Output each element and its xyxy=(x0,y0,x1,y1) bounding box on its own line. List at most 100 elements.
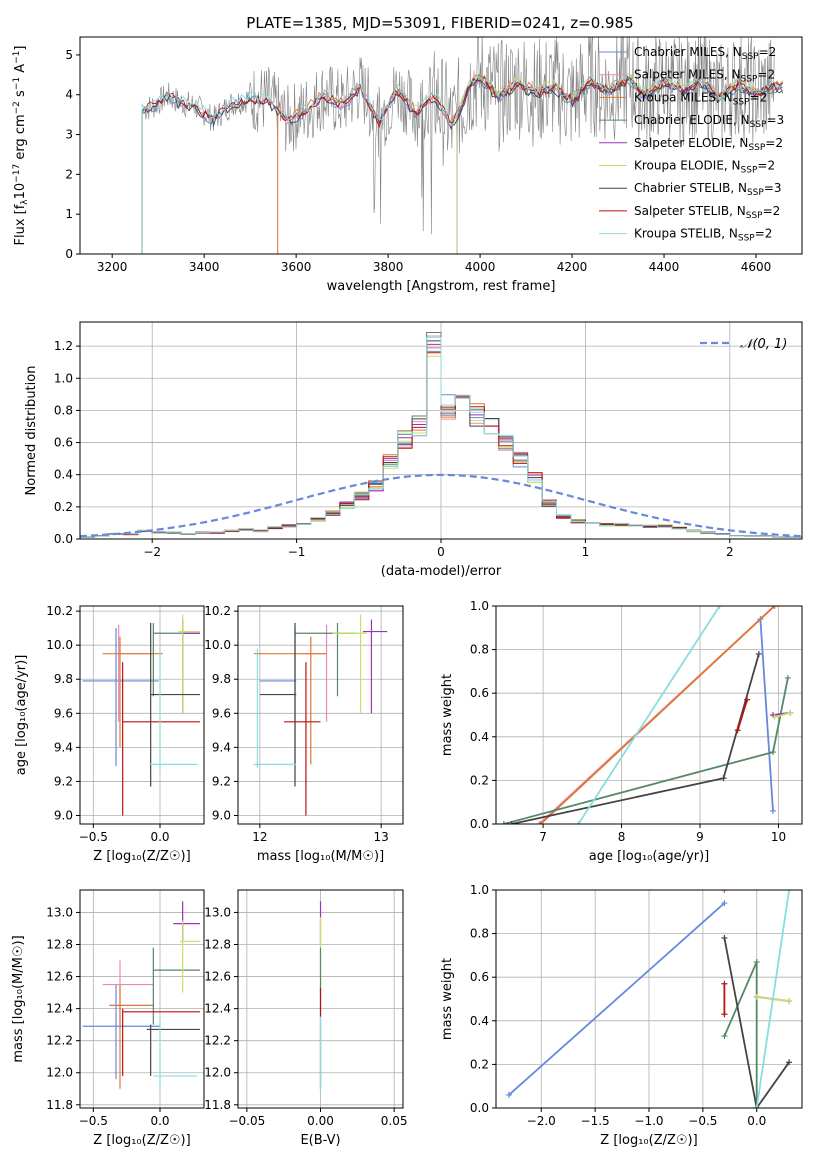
y-tick-label: 5 xyxy=(65,48,73,62)
errorbar-point xyxy=(362,619,388,714)
weight-marker xyxy=(786,998,793,1005)
x-tick-label: 3200 xyxy=(97,260,128,274)
errorbar-point xyxy=(146,1024,200,1076)
plot-area xyxy=(500,606,794,824)
x-tick-label: 3800 xyxy=(373,260,404,274)
weight-marker xyxy=(744,696,751,703)
x-tick-label: 1 xyxy=(582,545,590,559)
y-tick-label: 13.0 xyxy=(46,905,73,919)
y-tick-label: 1.0 xyxy=(470,599,489,613)
weight-marker xyxy=(771,606,778,609)
x-axis-label: wavelength [Angstrom, rest frame] xyxy=(327,279,556,294)
legend-entry: Chabrier ELODIE, NSSP=3 xyxy=(599,113,784,130)
y-tick-label: 0.0 xyxy=(470,1101,489,1115)
y-tick-label: 9.4 xyxy=(212,740,231,754)
y-tick-label: 0.4 xyxy=(470,730,489,744)
weight-marker xyxy=(536,821,543,824)
x-tick-label: −1.0 xyxy=(634,1114,663,1128)
y-tick-label: 0.8 xyxy=(470,927,489,941)
weight-marker xyxy=(771,714,778,721)
weight-line-kroupa-stelib xyxy=(755,890,790,1108)
y-tick-label: 0.0 xyxy=(470,817,489,831)
y-tick-label: 2 xyxy=(65,167,73,181)
axes-frame xyxy=(79,36,803,255)
y-tick-label: 0.4 xyxy=(54,468,73,482)
y-tick-label: 10.2 xyxy=(204,604,231,618)
y-tick-label: 13.0 xyxy=(204,905,231,919)
weight-marker xyxy=(537,821,544,824)
y-axis-label: mass weight xyxy=(440,674,455,756)
y-tick-label: 0.2 xyxy=(54,500,73,514)
y-tick-label: 9.0 xyxy=(54,808,73,822)
y-axis-label: mass weight xyxy=(440,958,455,1040)
x-tick-label: 3400 xyxy=(189,260,220,274)
axes-frame xyxy=(495,889,803,1109)
y-tick-label: 12.4 xyxy=(204,1002,231,1016)
x-tick-label: 9 xyxy=(696,830,704,844)
spectrum-panel: 3200 3400 3600 3800 4000 4200 4400 4600 0 1 2 3 4 5 wa… xyxy=(12,36,803,294)
y-tick-label: 0 xyxy=(65,247,73,261)
weight-marker xyxy=(721,890,728,893)
weight-marker xyxy=(753,1105,760,1108)
errorbar-point xyxy=(109,984,154,1089)
legend-entry: Kroupa MILES, NSSP=2 xyxy=(599,90,767,107)
y-tick-label: 0.8 xyxy=(54,403,73,417)
figure-title: PLATE=1385, MJD=53091, FIBERID=0241, z=0… xyxy=(246,14,633,32)
x-tick-label: 0.00 xyxy=(307,1114,334,1128)
y-tick-label: 12.8 xyxy=(46,938,73,952)
y-tick-label: 1.0 xyxy=(54,371,73,385)
axes-frame xyxy=(495,605,803,825)
y-axis-label: Flux [fλ10−17 erg cm−2 s−1 A−1] xyxy=(12,46,30,246)
x-tick-label: 2 xyxy=(726,545,734,559)
weight-marker xyxy=(508,821,515,824)
errorbar-point xyxy=(82,628,159,767)
y-tick-label: 12.4 xyxy=(46,1002,73,1016)
weight-marker xyxy=(753,993,760,1000)
weight-marker xyxy=(769,749,776,756)
x-tick-label: −1 xyxy=(288,545,306,559)
errorbar-point xyxy=(253,636,327,765)
x-tick-label: 4400 xyxy=(649,260,680,274)
errorbar-point xyxy=(332,614,367,714)
y-tick-label: 12.6 xyxy=(204,970,231,984)
errorbar-point xyxy=(82,984,160,1080)
y-tick-label: 0.8 xyxy=(470,643,489,657)
spectrum-plot-area xyxy=(80,37,784,254)
legend-entry: Salpeter MILES, NSSP=2 xyxy=(599,68,775,85)
weight-marker xyxy=(734,727,741,734)
y-tick-label: 11.8 xyxy=(46,1098,73,1112)
y-tick-label: 4 xyxy=(65,88,73,102)
x-tick-label: 0.0 xyxy=(747,1114,766,1128)
legend-label: Kroupa STELIB, NSSP=2 xyxy=(634,227,772,244)
weight-marker xyxy=(721,1033,728,1040)
y-tick-label: 3 xyxy=(65,128,73,142)
weight-marker xyxy=(716,606,723,609)
legend-label: 𝒩(0, 1) xyxy=(740,337,787,352)
model-line-kroupa-stelib xyxy=(80,73,783,254)
x-tick-label: −0.5 xyxy=(79,1114,108,1128)
legend-label: Chabrier MILES, NSSP=2 xyxy=(634,45,776,62)
x-axis-label: (data-model)/error xyxy=(381,564,502,579)
y-tick-label: 0.6 xyxy=(470,686,489,700)
y-tick-label: 0.6 xyxy=(54,436,73,450)
y-tick-label: 0.2 xyxy=(470,1057,489,1071)
weight-marker xyxy=(500,821,507,824)
weight-marker xyxy=(721,934,728,941)
x-tick-label: −2.0 xyxy=(527,1114,556,1128)
weight-line-chabrier-miles xyxy=(759,619,774,811)
errorbar-point xyxy=(122,662,200,816)
x-axis-label: E(B-V) xyxy=(300,1133,340,1148)
errorbar-point xyxy=(284,662,321,816)
weight-marker xyxy=(721,980,728,987)
errorbar-point xyxy=(153,1016,198,1089)
errorbar-point xyxy=(253,648,297,768)
x-tick-label: −2 xyxy=(143,545,161,559)
errorbar-point xyxy=(178,614,200,714)
y-tick-label: 10.0 xyxy=(204,638,231,652)
y-tick-label: 12.2 xyxy=(46,1034,73,1048)
axes-frame xyxy=(79,889,205,1109)
y-tick-label: 12.0 xyxy=(204,1066,231,1080)
legend-label: Kroupa MILES, NSSP=2 xyxy=(634,90,767,107)
y-tick-label: 11.8 xyxy=(204,1098,231,1112)
